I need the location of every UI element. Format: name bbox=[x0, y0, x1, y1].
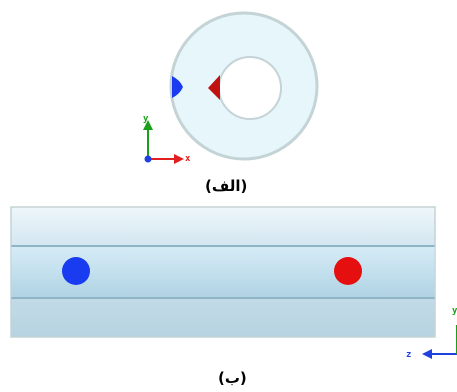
blue-marker-side bbox=[62, 257, 90, 285]
blue-marker-top bbox=[172, 76, 183, 98]
inner-hole bbox=[218, 56, 282, 120]
axis-y-label-side: y bbox=[452, 306, 457, 316]
red-marker-side bbox=[334, 257, 362, 285]
axis-z-label-side: z bbox=[406, 350, 411, 360]
axis-y-label-top: y bbox=[143, 114, 149, 124]
caption-top-view: (الف) bbox=[205, 177, 248, 195]
caption-side-view: (ب) bbox=[218, 369, 247, 387]
axis-triad-top: y x bbox=[143, 114, 191, 164]
axis-x-label-top: x bbox=[185, 154, 191, 164]
axis-triad-side: y z bbox=[406, 306, 457, 360]
side-view-diagram bbox=[10, 206, 436, 338]
red-marker-top bbox=[208, 75, 220, 100]
